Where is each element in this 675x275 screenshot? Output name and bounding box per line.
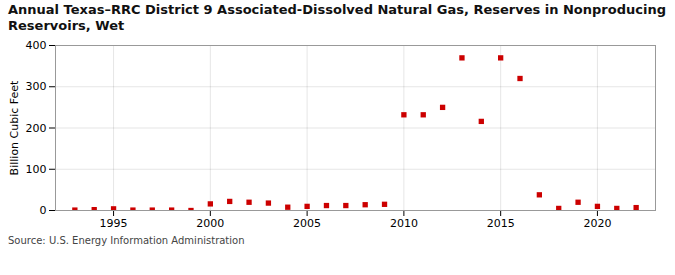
svg-text:300: 300 bbox=[26, 80, 47, 93]
svg-text:400: 400 bbox=[26, 39, 47, 52]
svg-text:2000: 2000 bbox=[196, 217, 224, 230]
svg-text:2020: 2020 bbox=[583, 217, 611, 230]
svg-text:200: 200 bbox=[26, 122, 47, 135]
svg-text:2015: 2015 bbox=[487, 217, 515, 230]
svg-text:Billion Cubic Feet: Billion Cubic Feet bbox=[8, 80, 21, 175]
svg-text:100: 100 bbox=[26, 163, 47, 176]
svg-text:2005: 2005 bbox=[293, 217, 321, 230]
svg-text:2010: 2010 bbox=[390, 217, 418, 230]
svg-text:1995: 1995 bbox=[100, 217, 128, 230]
html-text:Annual Texas–RRC District 9 As: Annual Texas–RRC District 9 Associated-D… bbox=[8, 2, 666, 33]
html-text:Source: U.S. Energy Informatio: Source: U.S. Energy Information Administ… bbox=[8, 235, 245, 247]
svg-text:0: 0 bbox=[40, 204, 47, 217]
